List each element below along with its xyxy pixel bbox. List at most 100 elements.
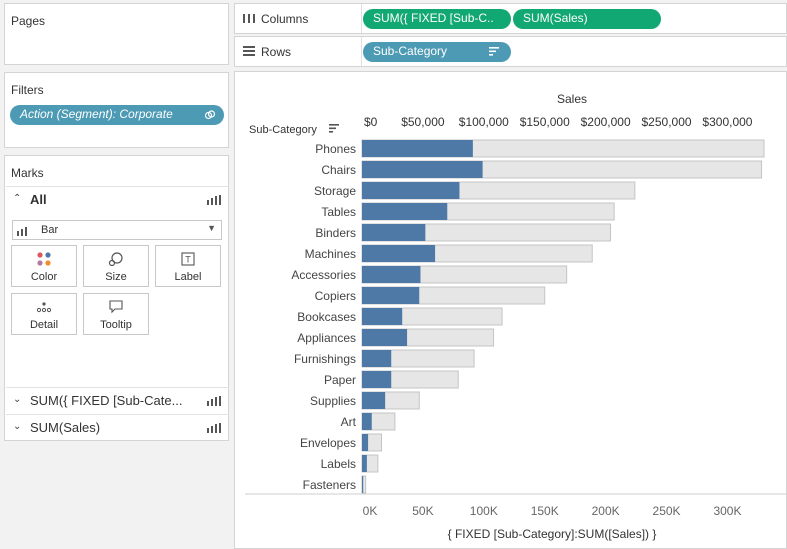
columns-pill-sales[interactable]: SUM(Sales)	[513, 9, 661, 29]
category-label: Chairs	[321, 163, 356, 177]
bottom-axis-tick-label: 300K	[713, 504, 741, 518]
top-axis-tick-label: $150,000	[520, 115, 570, 129]
chevron-down-icon: ▼	[207, 223, 216, 233]
category-label: Furnishings	[294, 352, 356, 366]
bottom-axis-tick-label: 150K	[531, 504, 559, 518]
sales-bar[interactable]	[362, 224, 426, 241]
row-header-sort-icon[interactable]	[329, 124, 339, 133]
row-header: Sub-Category	[249, 124, 317, 136]
bottom-axis-tick-label: 0K	[363, 504, 378, 518]
category-label: Paper	[324, 373, 356, 387]
sales-bar[interactable]	[362, 308, 403, 325]
category-label: Binders	[315, 226, 356, 240]
sales-bar[interactable]	[362, 245, 436, 262]
sales-bar[interactable]	[362, 476, 364, 493]
label-icon: T	[156, 252, 220, 266]
segment-filter-pill[interactable]: Action (Segment): Corporate	[10, 105, 224, 125]
mark-type-label: Bar	[41, 224, 59, 236]
top-axis-tick-label: $100,000	[459, 115, 509, 129]
marks-all-label: All	[30, 192, 47, 207]
size-label: Size	[105, 271, 127, 283]
bar-chart-icon	[207, 194, 221, 208]
top-axis-title: Sales	[557, 92, 587, 106]
top-axis-tick-label: $250,000	[642, 115, 692, 129]
marks-sales-row[interactable]: ⌄ SUM(Sales)	[6, 414, 229, 440]
tooltip-button[interactable]: Tooltip	[83, 293, 149, 335]
marks-fixed-label: SUM({ FIXED [Sub-Cate...	[30, 393, 183, 408]
size-button[interactable]: Size	[83, 245, 149, 287]
sales-bar[interactable]	[362, 161, 483, 178]
rows-pill-subcategory-label: Sub-Category	[373, 44, 448, 58]
color-dots-icon	[12, 252, 76, 266]
color-label: Color	[30, 271, 58, 283]
category-label: Accessories	[291, 268, 356, 282]
sales-bar[interactable]	[362, 182, 460, 199]
top-axis-tick-label: $50,000	[401, 115, 445, 129]
tooltip-label: Tooltip	[100, 319, 132, 331]
category-label: Bookcases	[297, 310, 356, 324]
top-axis-tick-label: $200,000	[581, 115, 631, 129]
chevron-down-icon[interactable]: ⌄	[13, 394, 22, 405]
marks-fixed-row[interactable]: ⌄ SUM({ FIXED [Sub-Cate...	[6, 387, 229, 413]
detail-button[interactable]: Detail	[11, 293, 77, 335]
sort-icon	[489, 42, 499, 62]
rows-shelf: Rows Sub-Category	[234, 36, 787, 67]
bar-mark-icon	[17, 225, 31, 239]
category-label: Phones	[315, 142, 356, 156]
sales-bar[interactable]	[362, 350, 392, 367]
pages-card: Pages	[4, 3, 229, 65]
bottom-axis-tick-label: 250K	[653, 504, 681, 518]
chart-view: Sales Sub-Category { FIXED [Sub-Category…	[234, 71, 787, 549]
category-label: Labels	[321, 457, 356, 471]
category-label: Appliances	[297, 331, 356, 345]
columns-pill-sales-label: SUM(Sales)	[523, 11, 588, 25]
sales-bar[interactable]	[362, 413, 372, 430]
rows-pill-subcategory[interactable]: Sub-Category	[363, 42, 511, 62]
sales-bar[interactable]	[362, 455, 367, 472]
detail-icon	[12, 300, 76, 314]
sales-bar[interactable]	[362, 140, 473, 157]
marks-title: Marks	[11, 166, 44, 180]
bottom-axis-title: { FIXED [Sub-Category]:SUM([Sales]) }	[448, 527, 657, 541]
bar-chart: Sales Sub-Category { FIXED [Sub-Category…	[245, 92, 786, 541]
category-label: Supplies	[310, 394, 356, 408]
size-icon	[84, 252, 148, 267]
bottom-axis-tick-label: 200K	[592, 504, 620, 518]
category-label: Machines	[305, 247, 356, 261]
sales-bar[interactable]	[362, 329, 408, 346]
color-button[interactable]: Color	[11, 245, 77, 287]
sales-bar[interactable]	[362, 434, 369, 451]
filters-title: Filters	[11, 83, 44, 97]
mark-type-select[interactable]: Bar ▼	[12, 220, 222, 240]
category-label: Tables	[321, 205, 356, 219]
sales-bar[interactable]	[362, 203, 448, 220]
columns-pill-fixed[interactable]: SUM({ FIXED [Sub-C..	[363, 9, 511, 29]
top-axis-tick-label: $300,000	[702, 115, 752, 129]
detail-label: Detail	[29, 319, 59, 331]
shelf-divider	[361, 37, 362, 66]
sales-bar[interactable]	[362, 266, 421, 283]
label-label: Label	[174, 271, 202, 283]
marks-card: Marks ⌃ All Bar ▼ Color Size T Label	[4, 155, 229, 441]
chevron-up-icon[interactable]: ⌃	[13, 193, 22, 204]
columns-icon	[243, 12, 255, 26]
sales-bar[interactable]	[362, 392, 386, 409]
tooltip-icon	[84, 300, 148, 314]
category-label: Art	[341, 415, 357, 429]
link-icon	[204, 105, 216, 125]
category-label: Fasteners	[303, 478, 356, 492]
category-label: Copiers	[315, 289, 356, 303]
chevron-down-icon[interactable]: ⌄	[13, 421, 22, 432]
shelf-divider	[361, 4, 362, 33]
sales-bar[interactable]	[362, 287, 420, 304]
sales-bar[interactable]	[362, 371, 392, 388]
bottom-axis-tick-label: 100K	[470, 504, 498, 518]
columns-pill-fixed-label: SUM({ FIXED [Sub-C..	[373, 11, 494, 25]
pages-title: Pages	[11, 14, 46, 28]
label-button[interactable]: T Label	[155, 245, 221, 287]
segment-filter-label: Action (Segment): Corporate	[20, 107, 173, 121]
marks-all-row[interactable]: ⌃ All	[6, 186, 229, 212]
svg-text:T: T	[185, 255, 191, 265]
category-label: Storage	[314, 184, 356, 198]
columns-label: Columns	[261, 12, 309, 26]
